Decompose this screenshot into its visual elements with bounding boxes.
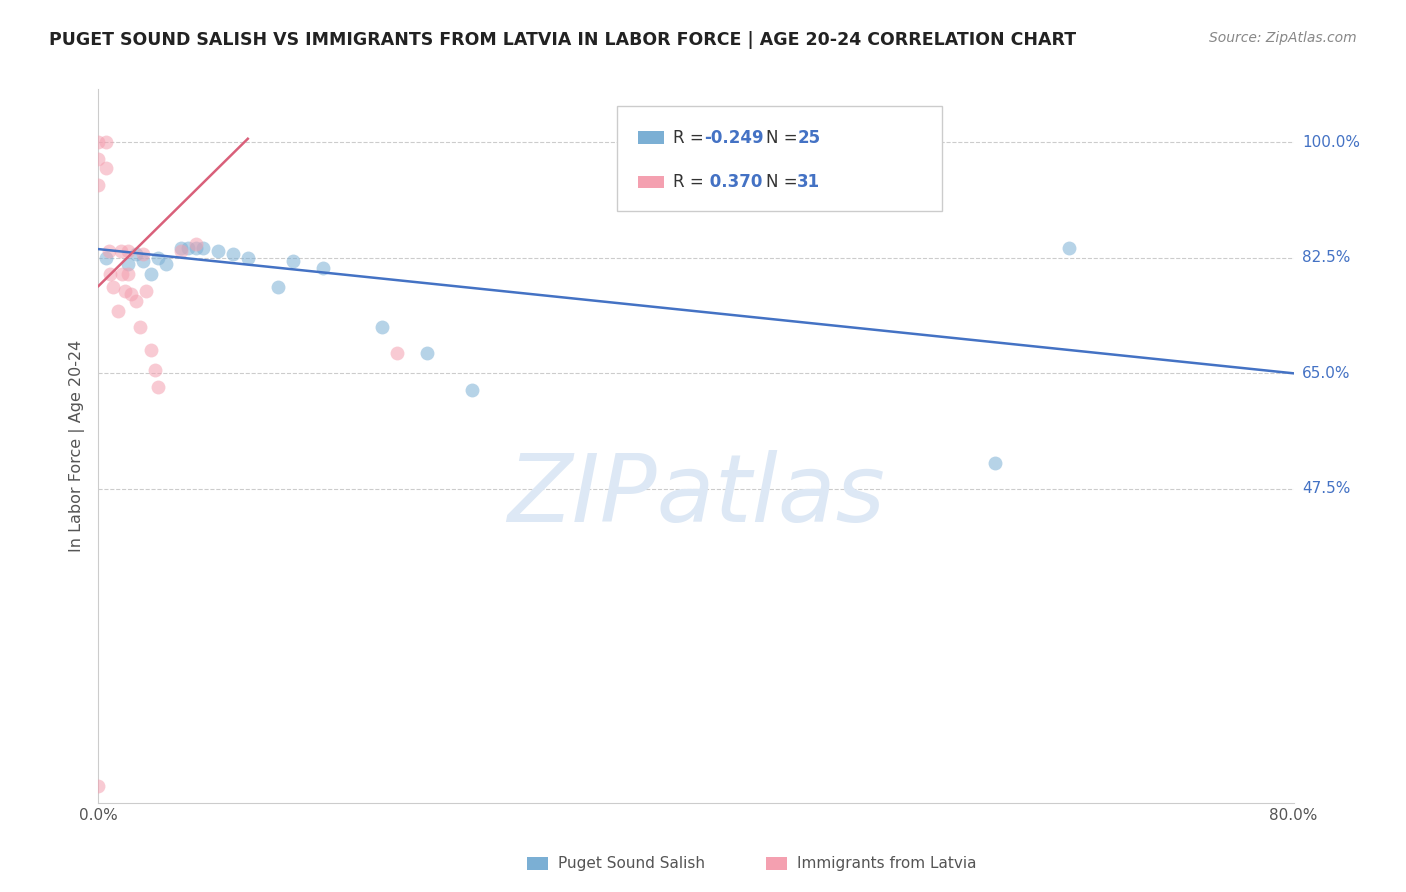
Point (461, 383, 484, 397)
Point (110, 244, 132, 258)
Point (148, 251, 170, 265)
Point (191, 241, 214, 255)
Point (984, 456, 1007, 470)
Text: Puget Sound Salish: Puget Sound Salish (558, 856, 706, 871)
Point (94, 135, 117, 149)
Text: PUGET SOUND SALISH VS IMMIGRANTS FROM LATVIA IN LABOR FORCE | AGE 20-24 CORRELAT: PUGET SOUND SALISH VS IMMIGRANTS FROM LA… (49, 31, 1077, 49)
Text: N =: N = (766, 173, 803, 191)
Text: 25: 25 (797, 128, 820, 146)
Point (125, 247, 148, 261)
Point (117, 267, 139, 281)
Point (177, 241, 200, 255)
Text: N =: N = (766, 128, 803, 146)
Text: 82.5%: 82.5% (1302, 250, 1350, 265)
Point (114, 284, 136, 298)
Point (139, 267, 162, 281)
Point (385, 346, 409, 360)
Point (125, 293, 148, 308)
Point (139, 343, 162, 358)
Point (87, 178, 110, 192)
Point (94, 161, 117, 176)
Text: 31: 31 (797, 173, 820, 191)
Point (132, 247, 155, 261)
Point (117, 244, 139, 258)
Point (281, 254, 304, 268)
Point (103, 280, 125, 294)
Point (97, 244, 120, 258)
Point (94, 251, 117, 265)
Text: 47.5%: 47.5% (1302, 482, 1350, 497)
Point (311, 260, 333, 275)
Point (87, 135, 110, 149)
Point (87, 779, 110, 793)
Point (155, 257, 177, 271)
Point (371, 320, 394, 334)
Point (236, 251, 259, 265)
Point (169, 244, 191, 258)
Point (169, 241, 191, 255)
Point (184, 241, 207, 255)
Text: 0.370: 0.370 (704, 173, 763, 191)
Point (416, 346, 439, 360)
Point (129, 320, 152, 334)
Point (1059, 241, 1081, 255)
Point (207, 244, 229, 258)
Text: 65.0%: 65.0% (1302, 366, 1350, 381)
Text: R =: R = (673, 173, 710, 191)
Point (135, 284, 157, 298)
Text: 100.0%: 100.0% (1302, 135, 1360, 150)
Text: ZIPatlas: ZIPatlas (508, 450, 884, 541)
Text: R =: R = (673, 128, 710, 146)
Point (143, 363, 166, 377)
Point (148, 379, 170, 393)
Point (120, 287, 142, 301)
Point (132, 254, 155, 268)
Point (98, 267, 122, 281)
Point (184, 237, 207, 252)
Text: Immigrants from Latvia: Immigrants from Latvia (797, 856, 977, 871)
Point (117, 257, 139, 271)
Point (267, 280, 290, 294)
Text: Source: ZipAtlas.com: Source: ZipAtlas.com (1209, 31, 1357, 45)
Point (222, 247, 245, 261)
Point (87, 152, 110, 166)
Point (111, 267, 134, 281)
Text: -0.249: -0.249 (704, 128, 763, 146)
Y-axis label: In Labor Force | Age 20-24: In Labor Force | Age 20-24 (69, 340, 86, 552)
Point (107, 303, 129, 318)
